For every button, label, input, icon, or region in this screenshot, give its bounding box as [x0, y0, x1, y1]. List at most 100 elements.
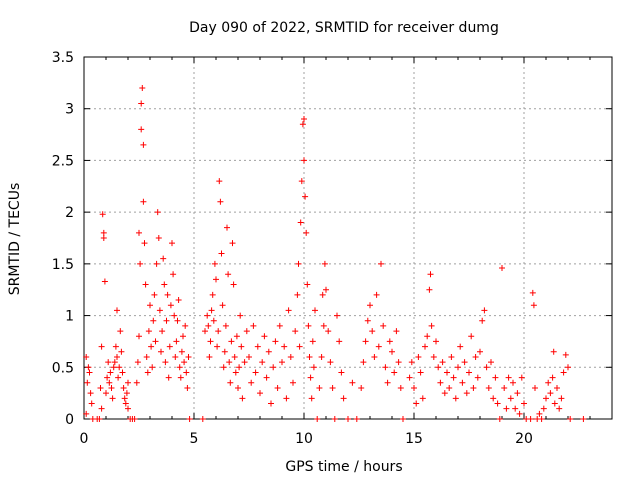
data-point: [160, 255, 167, 262]
data-point: [83, 353, 90, 360]
data-point: [287, 353, 294, 360]
data-point: [85, 364, 92, 371]
data-point: [272, 338, 279, 345]
y-tick-label: 1: [65, 309, 74, 325]
data-point: [393, 328, 400, 335]
data-point: [501, 384, 508, 391]
data-point: [103, 390, 109, 397]
data-point: [400, 416, 406, 422]
data-point: [437, 379, 444, 386]
data-point: [84, 379, 91, 386]
data-point: [155, 235, 162, 241]
data-point: [369, 328, 376, 335]
data-point: [226, 359, 233, 366]
data-point: [296, 343, 303, 350]
data-point: [490, 395, 497, 402]
data-point: [424, 333, 431, 340]
data-point: [182, 322, 189, 329]
data-point: [136, 333, 142, 340]
data-point: [530, 302, 537, 309]
data-point: [161, 281, 168, 288]
y-tick-label: 0: [65, 412, 74, 428]
data-point: [171, 312, 178, 319]
y-tick-label: 3.5: [52, 50, 74, 66]
y-tick-label: 3: [65, 102, 74, 118]
x-tick-label: 0: [80, 431, 89, 447]
data-point: [180, 333, 186, 340]
data-point: [122, 400, 129, 407]
data-point: [263, 374, 270, 381]
data-point: [560, 369, 567, 376]
data-point: [238, 343, 245, 350]
data-point: [470, 384, 477, 391]
data-point: [259, 359, 266, 366]
plot-frame: [83, 56, 613, 420]
data-point: [114, 307, 120, 314]
data-point: [479, 317, 486, 324]
data-point: [336, 338, 343, 345]
data-point: [241, 359, 248, 366]
data-point: [230, 281, 237, 288]
data-point: [239, 395, 246, 402]
data-point: [233, 333, 240, 340]
data-point: [101, 278, 108, 285]
data-point: [345, 416, 351, 422]
data-point: [105, 359, 112, 366]
data-point: [459, 379, 466, 386]
data-point: [395, 359, 402, 366]
data-point: [83, 410, 90, 417]
y-axis-label: SRMTID / TECUs: [7, 183, 23, 296]
data-point: [149, 364, 156, 371]
data-point: [516, 410, 523, 417]
y-tick-label: 2: [65, 205, 74, 221]
axis-ticks: 0 0.5 1 1.5 2 2.5 3 3.5 0 5 10 15 20: [52, 50, 612, 447]
data-point: [137, 260, 144, 267]
data-point: [411, 384, 417, 391]
data-point: [115, 374, 122, 381]
data-point: [488, 359, 494, 366]
data-point: [229, 240, 236, 247]
data-point: [178, 348, 185, 355]
data-point: [580, 416, 587, 422]
data-point: [558, 395, 565, 402]
data-point: [448, 353, 455, 360]
data-point: [310, 364, 317, 371]
data-point: [218, 250, 225, 257]
data-point: [86, 369, 93, 376]
data-point: [232, 369, 239, 376]
data-point: [134, 359, 141, 366]
data-point: [334, 312, 340, 319]
data-point: [353, 416, 360, 422]
data-points: [83, 85, 587, 422]
data-point: [483, 364, 490, 371]
data-point: [492, 374, 499, 381]
data-point: [444, 369, 450, 376]
data-point: [276, 322, 283, 329]
data-point: [529, 289, 536, 296]
data-point: [154, 209, 161, 216]
data-point: [298, 178, 305, 185]
data-point: [227, 379, 234, 386]
data-point: [382, 364, 389, 371]
data-point: [243, 328, 250, 335]
data-point: [364, 317, 371, 324]
data-point: [165, 374, 172, 381]
data-point: [177, 374, 184, 381]
data-point: [183, 369, 190, 376]
data-point: [567, 416, 574, 422]
data-point: [512, 405, 519, 412]
data-point: [302, 193, 309, 200]
data-point: [417, 369, 424, 376]
data-point: [270, 364, 277, 371]
data-point: [457, 343, 464, 350]
x-tick-label: 10: [295, 431, 313, 447]
data-point: [299, 121, 306, 128]
data-point: [175, 297, 182, 304]
data-point: [481, 307, 488, 314]
data-point: [219, 302, 226, 309]
data-point: [156, 307, 163, 314]
data-point: [153, 260, 160, 267]
data-point: [518, 374, 525, 381]
data-point: [109, 395, 116, 402]
data-point: [108, 384, 115, 391]
